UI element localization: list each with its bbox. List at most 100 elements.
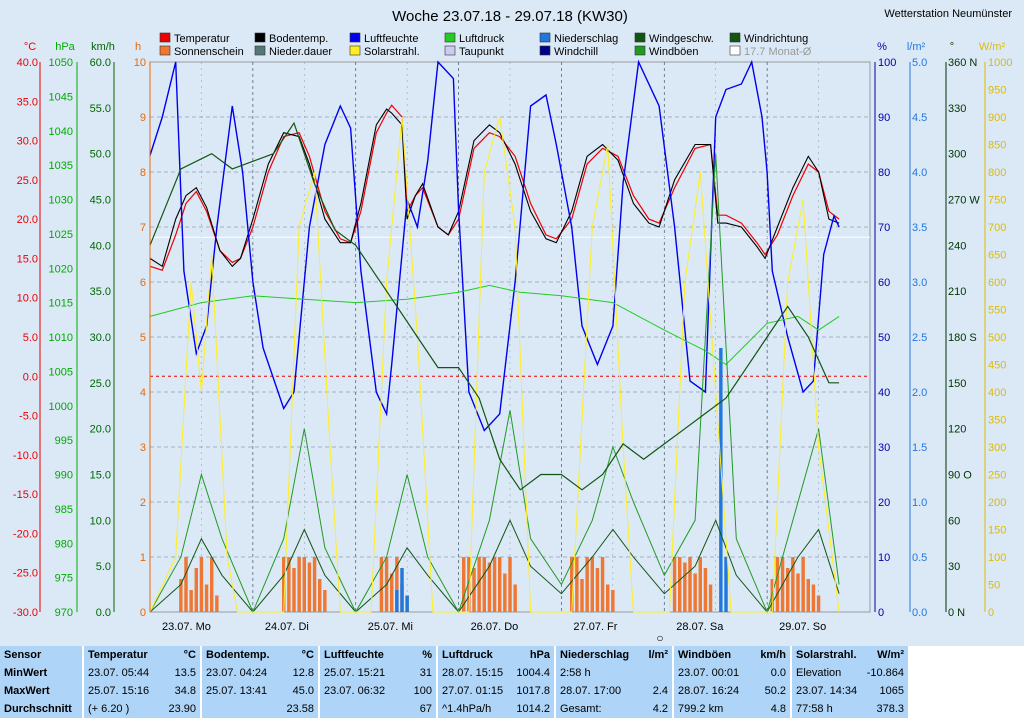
tick-label-solar_wm2: 550: [988, 305, 1006, 317]
stats-title: Luftdruck: [442, 649, 493, 661]
tick-label-wind_dir_deg: 150: [948, 378, 966, 390]
series-line-temperatur: [149, 104, 840, 271]
bar-series: [179, 348, 821, 612]
sunshine-bar: [796, 573, 800, 612]
x-day-label: 27.07. Fr: [573, 621, 617, 633]
stats-unit: W/m²: [877, 649, 904, 661]
legend-swatch: [539, 45, 551, 56]
sunshine-bar: [575, 557, 579, 612]
tick-label-solar_wm2: 0: [988, 607, 994, 619]
stats-column: Windböen km/h 23.07. 00:01 0.0 28.07. 16:24 5…: [674, 646, 792, 718]
sunshine-bar: [595, 568, 600, 612]
stats-row: ^1.4hPa/h 1014.2: [442, 700, 550, 718]
tick-label-humidity_pct: 0: [878, 607, 884, 619]
sunshine-bar: [395, 557, 399, 612]
sunshine-bar: [199, 557, 204, 612]
stats-title: Solarstrahl.: [796, 649, 857, 661]
tick-label-wind_dir_deg: 240: [948, 240, 966, 252]
sunshine-bar: [693, 573, 697, 612]
tick-label-solar_wm2: 600: [988, 277, 1006, 289]
tick-label-wind_kmh: 50.0: [90, 149, 111, 161]
rain-bar: [405, 595, 409, 612]
stats-row: 23.07. 05:44 13.5: [88, 664, 196, 682]
tick-label-solar_wm2: 250: [988, 470, 1006, 482]
legend-label: Windböen: [649, 46, 699, 58]
sunshine-bar: [508, 557, 512, 612]
stats-cell-value: 2.4: [652, 685, 668, 697]
x-day-label: 28.07. Sa: [676, 621, 724, 633]
tick-label-wind_kmh: 20.0: [90, 424, 111, 436]
stats-cell-value: 1065: [879, 685, 904, 697]
stats-row: Durchschnitt: [4, 700, 78, 718]
rain-bar: [395, 590, 399, 612]
tick-label-pressure_hpa: 1045: [49, 91, 73, 103]
stats-cell-value: 34.8: [174, 685, 196, 697]
stats-cell-label: 25.07. 15:21: [324, 667, 386, 679]
stats-row: 25.07. 13:41 45.0: [206, 682, 314, 700]
legend-label: Taupunkt: [459, 46, 504, 58]
sunshine-bar: [698, 557, 702, 612]
legend-swatch: [159, 45, 171, 56]
legend-swatch: [254, 45, 266, 56]
tick-label-rain_lm2: 1.5: [912, 442, 927, 454]
tick-label-rain_lm2: 5.0: [912, 57, 927, 69]
axes: 40.035.030.025.020.015.010.05.00.0-5.0-1…: [13, 41, 1013, 619]
tick-label-humidity_pct: 70: [878, 222, 890, 234]
unit-label-sunshine_h: h: [135, 41, 141, 53]
series-line-solarstrahl-: [149, 116, 840, 613]
sunshine-bar: [811, 584, 816, 612]
tick-label-solar_wm2: 150: [988, 525, 1006, 537]
tick-label-wind_kmh: 15.0: [90, 470, 111, 482]
sunshine-bar: [204, 584, 209, 612]
legend-label: Temperatur: [174, 33, 230, 45]
sunshine-bar: [791, 557, 795, 612]
tick-label-temp_c: -30.0: [13, 607, 38, 619]
stats-row: 28.07. 17:00 2.4: [560, 682, 668, 700]
tick-label-sunshine_h: 9: [140, 112, 146, 124]
sunshine-bar: [215, 595, 219, 612]
legend-label: Windgeschw.: [649, 33, 714, 45]
legend-swatch: [444, 45, 456, 56]
stats-row: 23.07. 14:34 1065: [796, 682, 904, 700]
unit-label-solar_wm2: W/m²: [979, 41, 1006, 53]
tick-label-rain_lm2: 2.5: [912, 332, 927, 344]
tick-label-solar_wm2: 700: [988, 222, 1006, 234]
tick-label-wind_kmh: 40.0: [90, 240, 111, 252]
stats-unit: km/h: [760, 649, 786, 661]
sunshine-bar: [806, 579, 810, 612]
tick-label-rain_lm2: 2.0: [912, 387, 927, 399]
legend-swatch: [539, 32, 551, 43]
unit-label-rain_lm2: l/m²: [907, 41, 926, 53]
rain-bar: [724, 557, 728, 612]
tick-label-pressure_hpa: 1025: [49, 229, 73, 241]
tick-label-wind_kmh: 55.0: [90, 103, 111, 115]
series-line-windrichtung: [149, 121, 840, 491]
sunshine-bar: [775, 557, 780, 612]
stats-row: 2:58 h: [560, 664, 668, 682]
tick-label-pressure_hpa: 990: [55, 470, 73, 482]
unit-label-wind_kmh: km/h: [91, 41, 115, 53]
stats-row: MaxWert: [4, 682, 78, 700]
stats-cell-label: 25.07. 13:41: [206, 685, 268, 697]
stats-row: 77:58 h 378.3: [796, 700, 904, 718]
tick-label-sunshine_h: 1: [140, 552, 146, 564]
tick-label-pressure_hpa: 975: [55, 573, 73, 585]
tick-label-humidity_pct: 50: [878, 332, 890, 344]
stats-row: 28.07. 16:24 50.2: [678, 682, 786, 700]
sunshine-bar: [570, 557, 574, 612]
stats-column: Bodentemp. °C 23.07. 04:24 12.8 25.07. 13:41…: [202, 646, 320, 718]
stats-grid: Sensor MinWert MaxWert Durchschnitt Temperat…: [0, 646, 910, 718]
tick-label-pressure_hpa: 970: [55, 607, 73, 619]
tick-label-rain_lm2: 0.0: [912, 607, 927, 619]
sunshine-bar: [498, 557, 502, 612]
stats-cell-label: 2:58 h: [560, 667, 591, 679]
tick-label-pressure_hpa: 1050: [49, 57, 73, 69]
legend-swatch: [159, 32, 171, 43]
stats-cell-label: 23.07. 04:24: [206, 667, 268, 679]
sunshine-bar: [462, 557, 466, 612]
tick-label-sunshine_h: 3: [140, 442, 146, 454]
tick-label-sunshine_h: 10: [134, 57, 146, 69]
sunshine-bar: [189, 590, 193, 612]
x-axis-labels: 23.07. Mo 24.07. Di 25.07. Mi 26.07. Do 27.0…: [162, 621, 826, 633]
legend-swatch: [634, 32, 646, 43]
